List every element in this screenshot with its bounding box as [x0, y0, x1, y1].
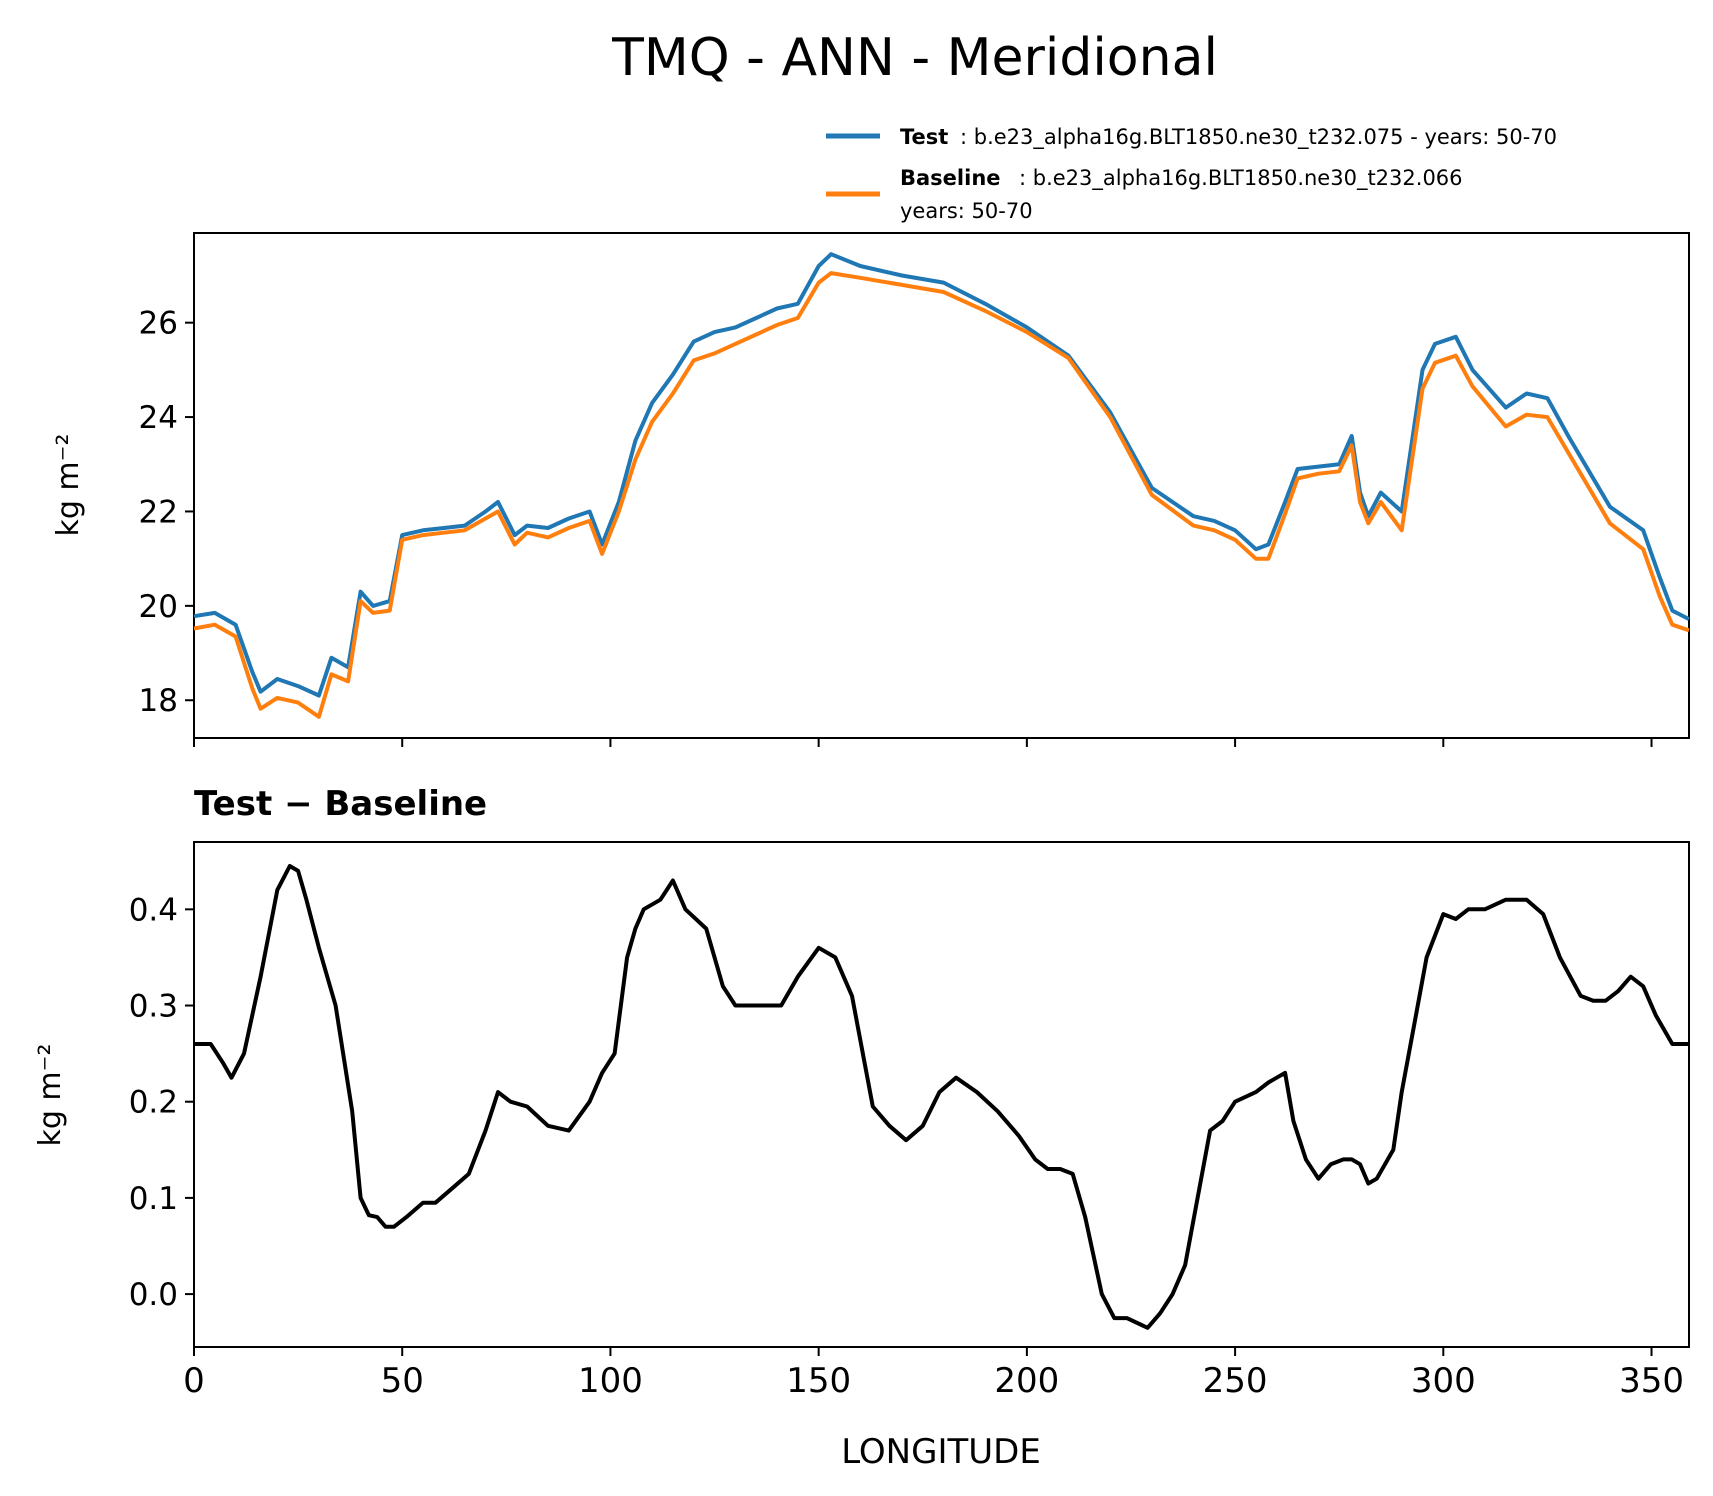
- series-line-test: [193, 252, 1690, 698]
- x-tick-label: 300: [1411, 1361, 1476, 1401]
- x-tick-label: 250: [1203, 1361, 1268, 1401]
- top-y-axis: 18 20 22 24 26: [139, 306, 194, 719]
- y-tick-label: 0.2: [129, 1085, 178, 1121]
- legend-baseline-text-1: : b.e23_alpha16g.BLT1850.ne30_t232.066: [1019, 166, 1463, 191]
- x-tick-label: 200: [994, 1361, 1059, 1401]
- legend-test-label: Test: [900, 125, 948, 149]
- x-tick-label: 150: [786, 1361, 851, 1401]
- bottom-y-axis: 0.0 0.1 0.2 0.3 0.4: [129, 892, 194, 1313]
- bottom-series: [194, 864, 1689, 1330]
- y-tick-label: 0.3: [129, 989, 178, 1025]
- y-tick-label: 0.1: [129, 1181, 178, 1217]
- legend-test-text: : b.e23_alpha16g.BLT1850.ne30_t232.075 -…: [960, 125, 1557, 150]
- bottom-plot-frame: [193, 841, 1690, 1348]
- y-tick-label: 26: [139, 306, 178, 342]
- x-tick-label: 100: [578, 1361, 643, 1401]
- top-series: [193, 252, 1690, 719]
- x-tick-label: 350: [1619, 1361, 1684, 1401]
- y-tick-label: 0.4: [129, 892, 178, 928]
- y-tick-label: 20: [139, 589, 178, 625]
- x-tick-label: 0: [183, 1361, 205, 1401]
- bottom-panel-title: Test − Baseline: [194, 784, 487, 824]
- x-tick-label: 50: [381, 1361, 424, 1401]
- series-line-test-baseline: [194, 864, 1689, 1330]
- top-y-label: kg m⁻²: [51, 433, 86, 536]
- legend-baseline-text-2: years: 50-70: [900, 199, 1033, 223]
- legend: Test : b.e23_alpha16g.BLT1850.ne30_t232.…: [826, 125, 1557, 223]
- y-tick-label: 18: [139, 683, 178, 719]
- series-line-baseline: [193, 271, 1690, 719]
- y-tick-label: 24: [139, 400, 178, 436]
- top-x-axis: [193, 738, 1653, 747]
- y-tick-label: 22: [139, 494, 178, 530]
- bottom-panel: Test − Baseline 0.0 0.1 0.2 0.3 0.4 0 50 100 15…: [33, 784, 1690, 1472]
- bottom-x-axis: 0 50 100 150 200 250 300 350: [183, 1347, 1684, 1401]
- x-axis-label: LONGITUDE: [841, 1432, 1041, 1472]
- top-panel: 18 20 22 24 26 kg m⁻²: [51, 232, 1690, 747]
- figure-title: TMQ - ANN - Meridional: [611, 28, 1218, 88]
- legend-baseline-label: Baseline: [900, 166, 1001, 190]
- bottom-y-label: kg m⁻²: [33, 1043, 68, 1146]
- top-plot-frame: [193, 232, 1690, 739]
- y-tick-label: 0.0: [129, 1277, 178, 1313]
